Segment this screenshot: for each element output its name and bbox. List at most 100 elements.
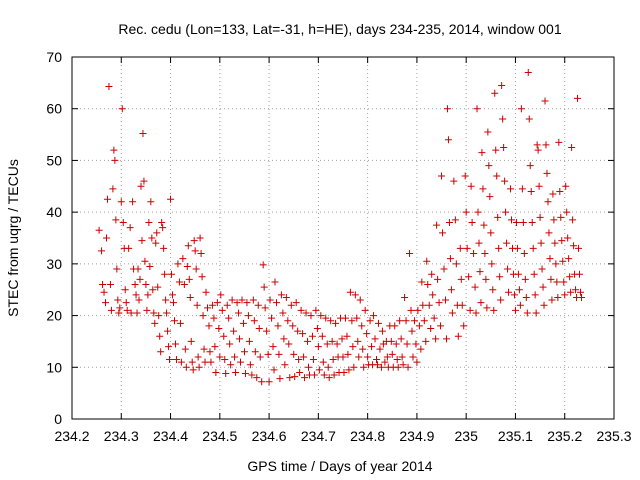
data-point — [149, 286, 157, 294]
data-point — [296, 368, 304, 376]
data-point — [474, 208, 482, 216]
data-point — [556, 187, 564, 195]
data-point — [338, 335, 346, 343]
data-point — [343, 332, 351, 340]
data-point — [217, 291, 225, 299]
data-point — [408, 327, 416, 335]
data-point — [158, 218, 166, 226]
data-point — [444, 136, 452, 144]
data-point — [447, 286, 455, 294]
data-point — [179, 255, 187, 263]
data-point — [291, 373, 299, 381]
data-point — [174, 260, 182, 268]
data-point — [258, 378, 266, 386]
data-point — [276, 375, 284, 383]
data-point — [544, 198, 552, 206]
data-point — [364, 353, 372, 361]
data-point — [561, 291, 569, 299]
y-tick-label: 0 — [54, 411, 62, 427]
data-point — [344, 350, 352, 358]
data-point — [576, 288, 584, 296]
data-point — [498, 81, 506, 89]
data-point — [206, 348, 214, 356]
data-point — [413, 358, 421, 366]
data-point — [332, 319, 340, 327]
data-point — [430, 314, 438, 322]
data-point — [320, 371, 328, 379]
data-point — [531, 291, 539, 299]
data-point — [503, 239, 511, 247]
data-point — [456, 244, 464, 252]
data-point — [399, 361, 407, 369]
data-point — [168, 270, 176, 278]
data-point — [129, 198, 137, 206]
data-point — [427, 325, 435, 332]
data-point — [493, 172, 501, 180]
data-point — [302, 309, 310, 317]
x-tick-label: 235.1 — [498, 428, 533, 444]
data-point — [535, 182, 543, 190]
data-point — [290, 350, 298, 358]
data-point — [348, 317, 356, 325]
data-point — [359, 345, 367, 353]
data-point — [133, 309, 141, 317]
data-point — [333, 340, 341, 348]
data-point — [266, 296, 274, 304]
data-point — [492, 146, 500, 154]
data-point — [119, 218, 127, 226]
data-point — [294, 327, 302, 335]
data-point — [417, 345, 425, 353]
data-point — [114, 296, 122, 304]
data-point — [388, 350, 396, 358]
data-point — [572, 286, 580, 294]
data-point — [545, 229, 553, 237]
data-point — [361, 306, 369, 314]
data-point — [483, 304, 491, 312]
data-point — [530, 270, 538, 278]
data-point — [315, 366, 323, 374]
data-point — [144, 291, 152, 299]
data-point — [140, 177, 148, 185]
data-point — [549, 190, 557, 198]
data-point — [481, 250, 489, 258]
data-point — [435, 299, 443, 307]
data-point — [113, 265, 121, 273]
data-point — [240, 348, 248, 356]
data-point — [102, 234, 110, 242]
data-point — [397, 335, 405, 343]
data-point — [231, 353, 239, 361]
data-point — [246, 361, 254, 369]
data-point — [196, 234, 204, 242]
data-point — [360, 363, 368, 371]
data-point — [155, 312, 163, 320]
data-point — [139, 130, 147, 138]
data-point — [402, 317, 410, 325]
data-point — [514, 270, 522, 278]
data-point — [238, 296, 246, 304]
data-point — [368, 343, 376, 351]
data-point — [237, 358, 245, 366]
data-point — [136, 275, 144, 283]
data-point — [351, 291, 359, 299]
data-point — [132, 291, 140, 299]
data-point — [510, 291, 518, 299]
data-point — [232, 368, 240, 376]
data-point — [324, 363, 332, 371]
data-point — [98, 247, 106, 255]
data-point — [487, 229, 495, 237]
data-point — [220, 332, 228, 340]
data-point — [404, 363, 412, 371]
y-axis-label: STEC from uqrg / TECUs — [5, 159, 21, 317]
data-point — [370, 312, 378, 320]
data-point — [574, 94, 582, 102]
data-point — [419, 301, 427, 309]
data-point — [374, 319, 382, 327]
data-point — [243, 299, 251, 307]
data-point — [308, 332, 316, 340]
data-point — [205, 322, 213, 330]
data-point — [295, 356, 303, 364]
data-point — [428, 270, 436, 278]
data-point — [189, 366, 197, 374]
data-point — [292, 299, 300, 307]
